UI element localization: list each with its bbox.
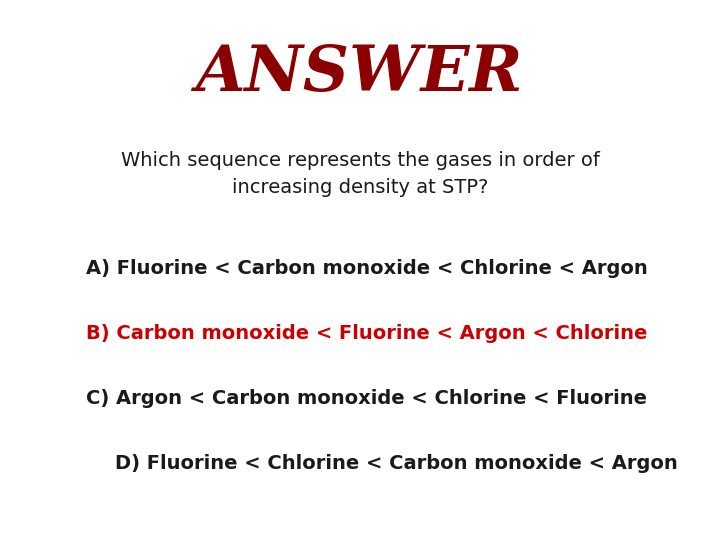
Text: D) Fluorine < Chlorine < Carbon monoxide < Argon: D) Fluorine < Chlorine < Carbon monoxide…	[115, 454, 678, 472]
Text: B) Carbon monoxide < Fluorine < Argon < Chlorine: B) Carbon monoxide < Fluorine < Argon < …	[86, 324, 648, 343]
Text: A) Fluorine < Carbon monoxide < Chlorine < Argon: A) Fluorine < Carbon monoxide < Chlorine…	[86, 259, 648, 278]
Text: C) Argon < Carbon monoxide < Chlorine < Fluorine: C) Argon < Carbon monoxide < Chlorine < …	[86, 389, 647, 408]
Text: Which sequence represents the gases in order of
increasing density at STP?: Which sequence represents the gases in o…	[120, 151, 600, 197]
Text: ANSWER: ANSWER	[197, 43, 523, 105]
